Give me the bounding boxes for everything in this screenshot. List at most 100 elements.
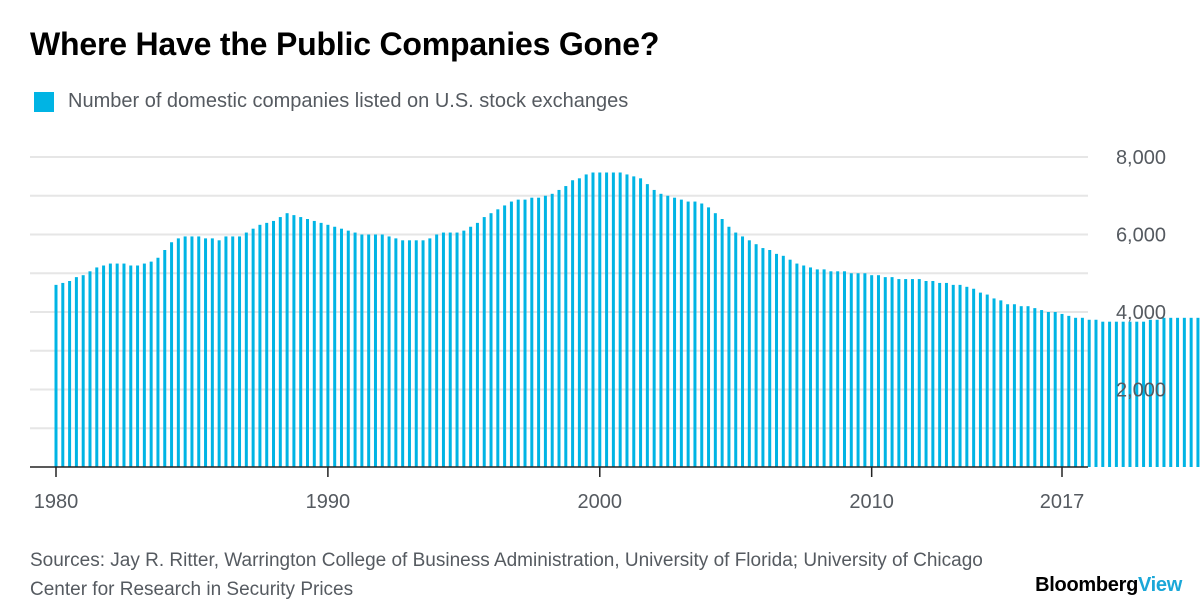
bar — [170, 242, 174, 467]
bar — [387, 236, 391, 467]
bar — [238, 236, 242, 467]
bar — [700, 203, 704, 467]
bar — [802, 265, 806, 467]
y-tick-label: 8,000 — [1116, 147, 1166, 169]
bar — [258, 224, 262, 467]
bar — [659, 193, 663, 467]
bar — [958, 284, 962, 467]
bar — [489, 213, 493, 467]
bar — [876, 275, 880, 467]
x-tick-label: 1990 — [306, 491, 351, 513]
bar — [985, 294, 989, 467]
bar — [462, 230, 466, 467]
bar — [829, 271, 833, 467]
bar — [931, 281, 935, 467]
bar — [1182, 317, 1186, 467]
bar — [1006, 304, 1010, 467]
bar — [312, 220, 316, 467]
bar — [149, 261, 153, 467]
bar — [1012, 304, 1016, 467]
bar — [632, 176, 636, 467]
bar — [251, 228, 255, 467]
bar — [1108, 321, 1112, 467]
bar — [509, 201, 513, 467]
bar — [428, 238, 432, 467]
bloomberg-view-logo: BloombergView — [1035, 574, 1182, 597]
bar — [68, 281, 72, 467]
bar — [441, 232, 445, 467]
bar — [584, 174, 588, 467]
bar — [1128, 321, 1132, 467]
bar — [224, 236, 228, 467]
bar — [856, 273, 860, 467]
bar — [944, 282, 948, 467]
bar — [605, 172, 609, 467]
bar — [54, 284, 58, 467]
bar — [679, 199, 683, 467]
bar — [550, 193, 554, 467]
bar — [1114, 321, 1118, 467]
bar — [455, 232, 459, 467]
bars — [54, 172, 1200, 467]
bar — [1060, 313, 1064, 467]
bar — [530, 197, 534, 467]
x-tick-label: 2010 — [849, 491, 894, 513]
y-tick-label: 4,000 — [1116, 302, 1166, 324]
bar — [373, 234, 377, 467]
bar — [775, 253, 779, 467]
bar — [734, 232, 738, 467]
bar — [924, 281, 928, 467]
bar — [339, 228, 343, 467]
bar — [469, 226, 473, 467]
bar — [1135, 321, 1139, 467]
bar — [326, 224, 330, 467]
bar — [666, 195, 670, 467]
bar — [645, 184, 649, 467]
bar — [965, 286, 969, 467]
bar — [1053, 312, 1057, 467]
bar — [360, 234, 364, 467]
x-tick-label: 2017 — [1040, 491, 1085, 513]
bar — [299, 217, 303, 467]
y-tick-label: 2,000 — [1116, 380, 1166, 402]
bar — [231, 236, 235, 467]
bar — [1074, 317, 1078, 467]
bar — [1019, 306, 1023, 467]
bar — [1176, 317, 1180, 467]
bar — [102, 265, 106, 467]
bar — [61, 282, 65, 467]
bar — [1196, 317, 1200, 467]
bar — [95, 267, 99, 467]
legend: Number of domestic companies listed on U… — [34, 90, 628, 113]
bar — [788, 259, 792, 467]
bar — [815, 269, 819, 467]
bar — [591, 172, 595, 467]
bar — [265, 222, 269, 467]
bar — [1067, 315, 1071, 467]
bar — [639, 178, 643, 467]
legend-label: Number of domestic companies listed on U… — [68, 90, 629, 112]
bar — [897, 279, 901, 467]
bar — [108, 263, 112, 467]
bar — [503, 205, 507, 467]
bar — [142, 263, 146, 467]
bar — [244, 232, 248, 467]
bar — [1162, 317, 1166, 467]
bar — [346, 230, 350, 467]
bar — [693, 201, 697, 467]
bar — [904, 279, 908, 467]
bar — [401, 240, 405, 467]
bar — [754, 244, 758, 467]
bar — [421, 240, 425, 467]
bar — [210, 238, 214, 467]
bar — [204, 238, 208, 467]
bar — [136, 265, 140, 467]
bar — [836, 271, 840, 467]
bar — [122, 263, 126, 467]
bar-chart: 2,000 4,000 6,000 8,000 1980 1990 2000 2010 2017 — [30, 147, 1200, 513]
axes: 2,000 4,000 6,000 8,000 1980 1990 2000 2010 2017 — [30, 147, 1166, 513]
bar — [380, 234, 384, 467]
bar — [910, 279, 914, 467]
bar — [999, 300, 1003, 467]
logo-wordmark-view: View — [1137, 574, 1182, 596]
